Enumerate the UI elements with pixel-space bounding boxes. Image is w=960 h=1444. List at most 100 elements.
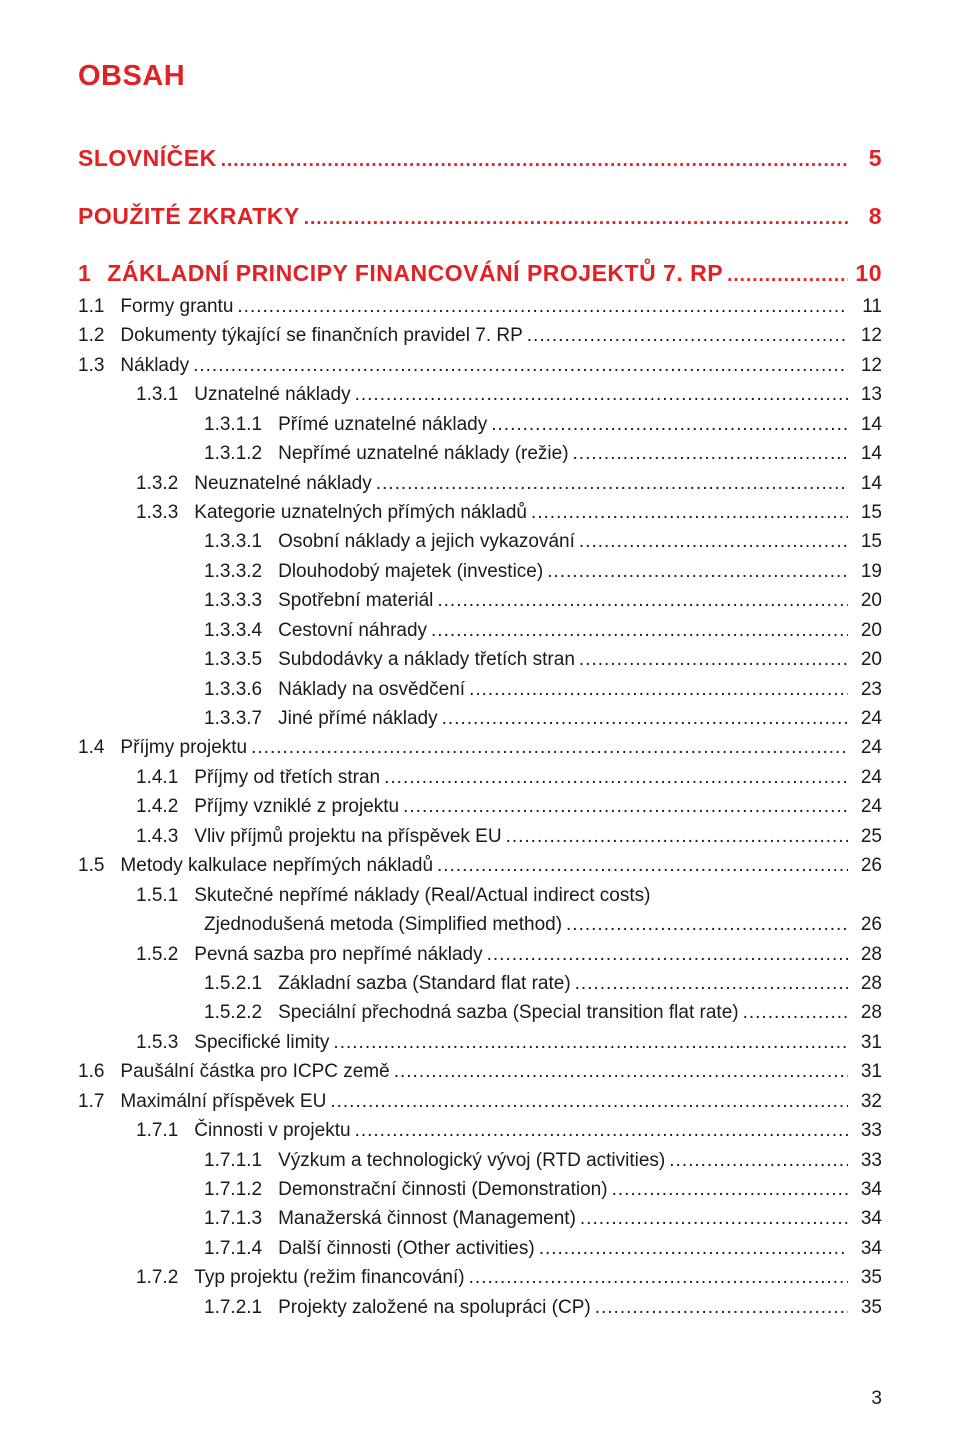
toc-page: 31 xyxy=(852,1028,882,1057)
toc-page: 34 xyxy=(852,1204,882,1233)
toc-entry[interactable]: 1.2 Dokumenty týkající se finančních pra… xyxy=(78,321,882,350)
toc-num: 1.5.2.1 xyxy=(204,969,262,998)
toc-page: 28 xyxy=(852,969,882,998)
toc-entry[interactable]: 1.3.3.3 Spotřební materiál 20 xyxy=(78,586,882,615)
toc-label: Osobní náklady a jejich vykazování xyxy=(278,527,575,556)
toc-num: 1.3.3.2 xyxy=(204,557,262,586)
toc-entry[interactable]: 1.4 Příjmy projektu 24 xyxy=(78,733,882,762)
dot-leader xyxy=(579,527,848,556)
toc-page: 12 xyxy=(852,321,882,350)
document-page: OBSAH SLOVNÍČEK 5 POUŽITÉ ZKRATKY 8 1 ZÁ… xyxy=(0,0,960,1444)
toc-page: 14 xyxy=(852,439,882,468)
toc-entry[interactable]: 1.5 Metody kalkulace nepřímých nákladů 2… xyxy=(78,851,882,880)
toc-entry[interactable]: 1.7.1.3 Manažerská činnost (Management) … xyxy=(78,1204,882,1233)
toc-num: 1.3.3.7 xyxy=(204,704,262,733)
toc-label: Formy grantu xyxy=(120,292,233,321)
toc-page: 15 xyxy=(852,527,882,556)
toc-num: 1.3.1.1 xyxy=(204,410,262,439)
toc-num: 1.5.2.2 xyxy=(204,998,262,1027)
toc-entry[interactable]: 1.6 Paušální částka pro ICPC země 31 xyxy=(78,1057,882,1086)
toc-page: 28 xyxy=(852,998,882,1027)
dot-leader xyxy=(612,1175,848,1204)
toc-page: 24 xyxy=(852,763,882,792)
toc-entry[interactable]: 1.7.2.1 Projekty založené na spolupráci … xyxy=(78,1293,882,1322)
toc-entry[interactable]: 1.7 Maximální příspěvek EU 32 xyxy=(78,1087,882,1116)
toc-label: Nepřímé uznatelné náklady (režie) xyxy=(278,439,568,468)
dot-leader xyxy=(394,1057,848,1086)
toc-entry[interactable]: 1.7.1.4 Další činnosti (Other activities… xyxy=(78,1234,882,1263)
toc-label: Skutečné nepřímé náklady (Real/Actual in… xyxy=(194,881,650,910)
toc-label: Specifické limity xyxy=(194,1028,329,1057)
dot-leader xyxy=(355,380,848,409)
toc-entry-multiline[interactable]: 1.5.1 Skutečné nepřímé náklady (Real/Act… xyxy=(78,881,882,910)
toc-num: 1.4.2 xyxy=(136,792,178,821)
dot-leader xyxy=(384,763,848,792)
toc-entry[interactable]: 1.3.1 Uznatelné náklady 13 xyxy=(78,380,882,409)
toc-section-zkratky[interactable]: POUŽITÉ ZKRATKY 8 xyxy=(78,199,882,235)
toc-page: 19 xyxy=(852,557,882,586)
toc-entry[interactable]: 1.3.3.4 Cestovní náhrady 20 xyxy=(78,616,882,645)
toc-num: 1.4.3 xyxy=(136,822,178,851)
toc-num: 1.3.2 xyxy=(136,469,178,498)
dot-leader xyxy=(580,1204,848,1233)
toc-num: 1.3.3.5 xyxy=(204,645,262,674)
toc-section-slovnicek[interactable]: SLOVNÍČEK 5 xyxy=(78,141,882,177)
toc-entry[interactable]: 1.3.3.1 Osobní náklady a jejich vykazová… xyxy=(78,527,882,556)
toc-entry[interactable]: 1.7.2 Typ projektu (režim financování) 3… xyxy=(78,1263,882,1292)
toc-entry[interactable]: 1.3.3.5 Subdodávky a náklady třetích str… xyxy=(78,645,882,674)
toc-entry[interactable]: 1.7.1.1 Výzkum a technologický vývoj (RT… xyxy=(78,1146,882,1175)
toc-entry[interactable]: 1.3.3.2 Dlouhodobý majetek (investice) 1… xyxy=(78,557,882,586)
toc-num: 1.7.2 xyxy=(136,1263,178,1292)
toc-entry-continuation[interactable]: Zjednodušená metoda (Simplified method) … xyxy=(78,910,882,939)
toc-entry[interactable]: 1.4.3 Vliv příjmů projektu na příspěvek … xyxy=(78,822,882,851)
toc-label: Příjmy projektu xyxy=(120,733,247,762)
toc-page: 24 xyxy=(852,704,882,733)
dot-leader xyxy=(469,675,848,704)
toc-page: 24 xyxy=(852,733,882,762)
toc-page: 12 xyxy=(852,351,882,380)
toc-entry[interactable]: 1.5.2.1 Základní sazba (Standard flat ra… xyxy=(78,969,882,998)
toc-label: Spotřební materiál xyxy=(278,586,433,615)
toc-page: 10 xyxy=(852,256,882,292)
toc-entry[interactable]: 1.3.3.6 Náklady na osvědčení 23 xyxy=(78,675,882,704)
toc-entry[interactable]: 1.3.3.7 Jiné přímé náklady 24 xyxy=(78,704,882,733)
toc-label: Jiné přímé náklady xyxy=(278,704,437,733)
toc-label: Uznatelné náklady xyxy=(194,380,350,409)
toc-entry[interactable]: 1.3 Náklady 12 xyxy=(78,351,882,380)
toc-page: 14 xyxy=(852,410,882,439)
toc-entry[interactable]: 1.1 Formy grantu 11 xyxy=(78,292,882,321)
toc-num: 1.7.1.2 xyxy=(204,1175,262,1204)
toc-entry[interactable]: 1.7.1.2 Demonstrační činnosti (Demonstra… xyxy=(78,1175,882,1204)
toc-num: 1.3 xyxy=(78,351,104,380)
toc-num: 1.4.1 xyxy=(136,763,178,792)
toc-entry[interactable]: 1.3.3 Kategorie uznatelných přímých nákl… xyxy=(78,498,882,527)
dot-leader xyxy=(437,586,848,615)
dot-leader xyxy=(743,998,848,1027)
toc-page: 26 xyxy=(852,910,882,939)
toc-page: 28 xyxy=(852,940,882,969)
toc-entry[interactable]: 1.5.2.2 Speciální přechodná sazba (Speci… xyxy=(78,998,882,1027)
toc-entry[interactable]: 1.3.1.1 Přímé uznatelné náklady 14 xyxy=(78,410,882,439)
toc-label: Přímé uznatelné náklady xyxy=(278,410,487,439)
toc-num: 1.5.1 xyxy=(136,881,178,910)
dot-leader xyxy=(539,1234,848,1263)
toc-label: Zjednodušená metoda (Simplified method) xyxy=(204,910,562,939)
toc-entry[interactable]: 1.4.2 Příjmy vzniklé z projektu 24 xyxy=(78,792,882,821)
toc-entry[interactable]: 1.3.2 Neuznatelné náklady 14 xyxy=(78,469,882,498)
page-title: OBSAH xyxy=(78,60,882,93)
toc-chapter-1[interactable]: 1 ZÁKLADNÍ PRINCIPY FINANCOVÁNÍ PROJEKTŮ… xyxy=(78,256,882,292)
toc-entry[interactable]: 1.4.1 Příjmy od třetích stran 24 xyxy=(78,763,882,792)
toc-label: POUŽITÉ ZKRATKY xyxy=(78,199,300,235)
dot-leader xyxy=(547,557,848,586)
dot-leader xyxy=(442,704,848,733)
toc-entry[interactable]: 1.3.1.2 Nepřímé uznatelné náklady (režie… xyxy=(78,439,882,468)
toc-page: 35 xyxy=(852,1263,882,1292)
toc-label: Příjmy vzniklé z projektu xyxy=(194,792,399,821)
toc-entry[interactable]: 1.5.2 Pevná sazba pro nepřímé náklady 28 xyxy=(78,940,882,969)
toc-page: 34 xyxy=(852,1175,882,1204)
toc-page: 35 xyxy=(852,1293,882,1322)
toc-entry[interactable]: 1.5.3 Specifické limity 31 xyxy=(78,1028,882,1057)
toc-page: 20 xyxy=(852,586,882,615)
dot-leader xyxy=(531,498,848,527)
toc-entry[interactable]: 1.7.1 Činnosti v projektu 33 xyxy=(78,1116,882,1145)
